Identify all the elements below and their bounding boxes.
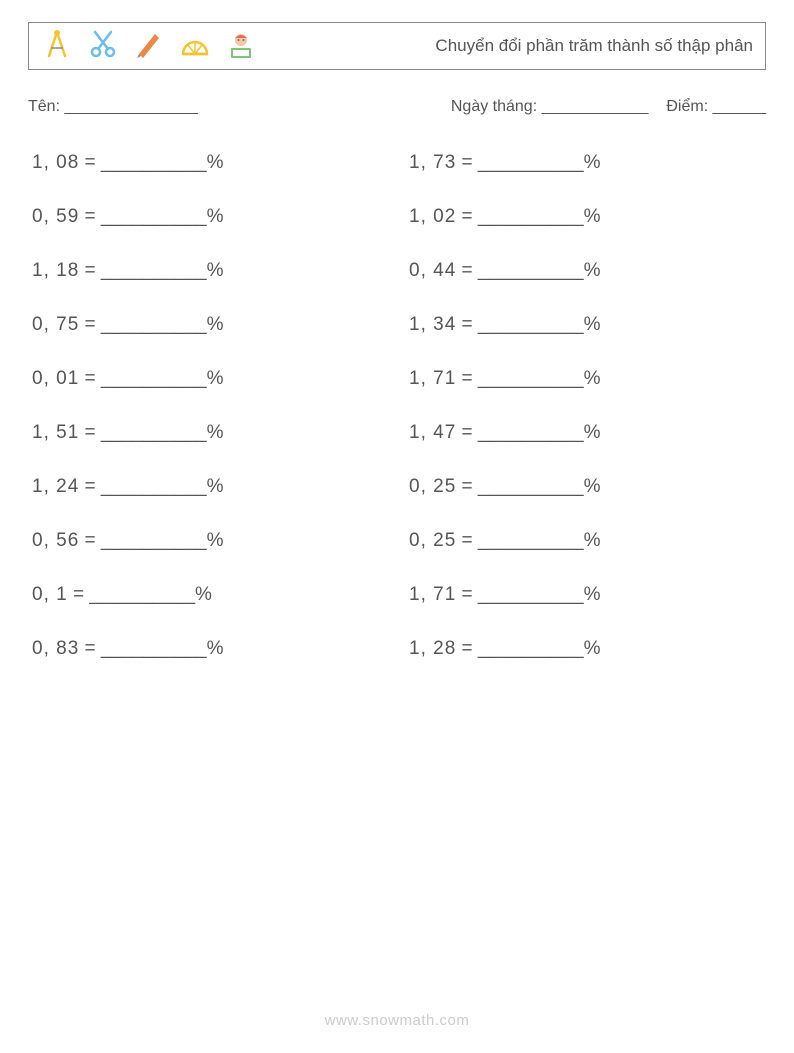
problem-right: 1, 34 = __________%: [409, 314, 766, 336]
problem-left: 1, 24 = __________%: [32, 476, 389, 498]
problem-left: 1, 18 = __________%: [32, 260, 389, 282]
score-field: Điểm: ______: [666, 98, 766, 116]
problem-left: 0, 59 = __________%: [32, 206, 389, 228]
problem-left: 0, 56 = __________%: [32, 530, 389, 552]
problems-grid: 1, 08 = __________% 1, 73 = __________% 0,…: [28, 152, 766, 660]
problem-right: 0, 25 = __________%: [409, 476, 766, 498]
info-row: Tên: _______________ Ngày tháng: _______…: [28, 98, 766, 116]
date-field: Ngày tháng: ____________: [451, 98, 649, 116]
compass-icon: [41, 28, 73, 65]
footer-watermark: www.snowmath.com: [0, 1012, 794, 1029]
problem-left: 1, 08 = __________%: [32, 152, 389, 174]
name-field: Tên: _______________: [28, 98, 198, 116]
problem-left: 0, 75 = __________%: [32, 314, 389, 336]
pen-icon: [133, 28, 165, 65]
problem-right: 1, 71 = __________%: [409, 368, 766, 390]
problem-left: 0, 83 = __________%: [32, 638, 389, 660]
worksheet-title: Chuyển đổi phần trăm thành số thập phân: [435, 36, 753, 56]
icon-row: [41, 28, 257, 65]
problem-right: 1, 28 = __________%: [409, 638, 766, 660]
problem-right: 0, 44 = __________%: [409, 260, 766, 282]
problem-left: 1, 51 = __________%: [32, 422, 389, 444]
problem-right: 1, 47 = __________%: [409, 422, 766, 444]
problem-right: 1, 71 = __________%: [409, 584, 766, 606]
problem-right: 1, 73 = __________%: [409, 152, 766, 174]
student-icon: [225, 28, 257, 65]
problem-right: 1, 02 = __________%: [409, 206, 766, 228]
header-box: Chuyển đổi phần trăm thành số thập phân: [28, 22, 766, 70]
problem-left: 0, 01 = __________%: [32, 368, 389, 390]
scissors-icon: [87, 28, 119, 65]
problem-right: 0, 25 = __________%: [409, 530, 766, 552]
problem-left: 0, 1 = __________%: [32, 584, 389, 606]
protractor-icon: [179, 28, 211, 65]
